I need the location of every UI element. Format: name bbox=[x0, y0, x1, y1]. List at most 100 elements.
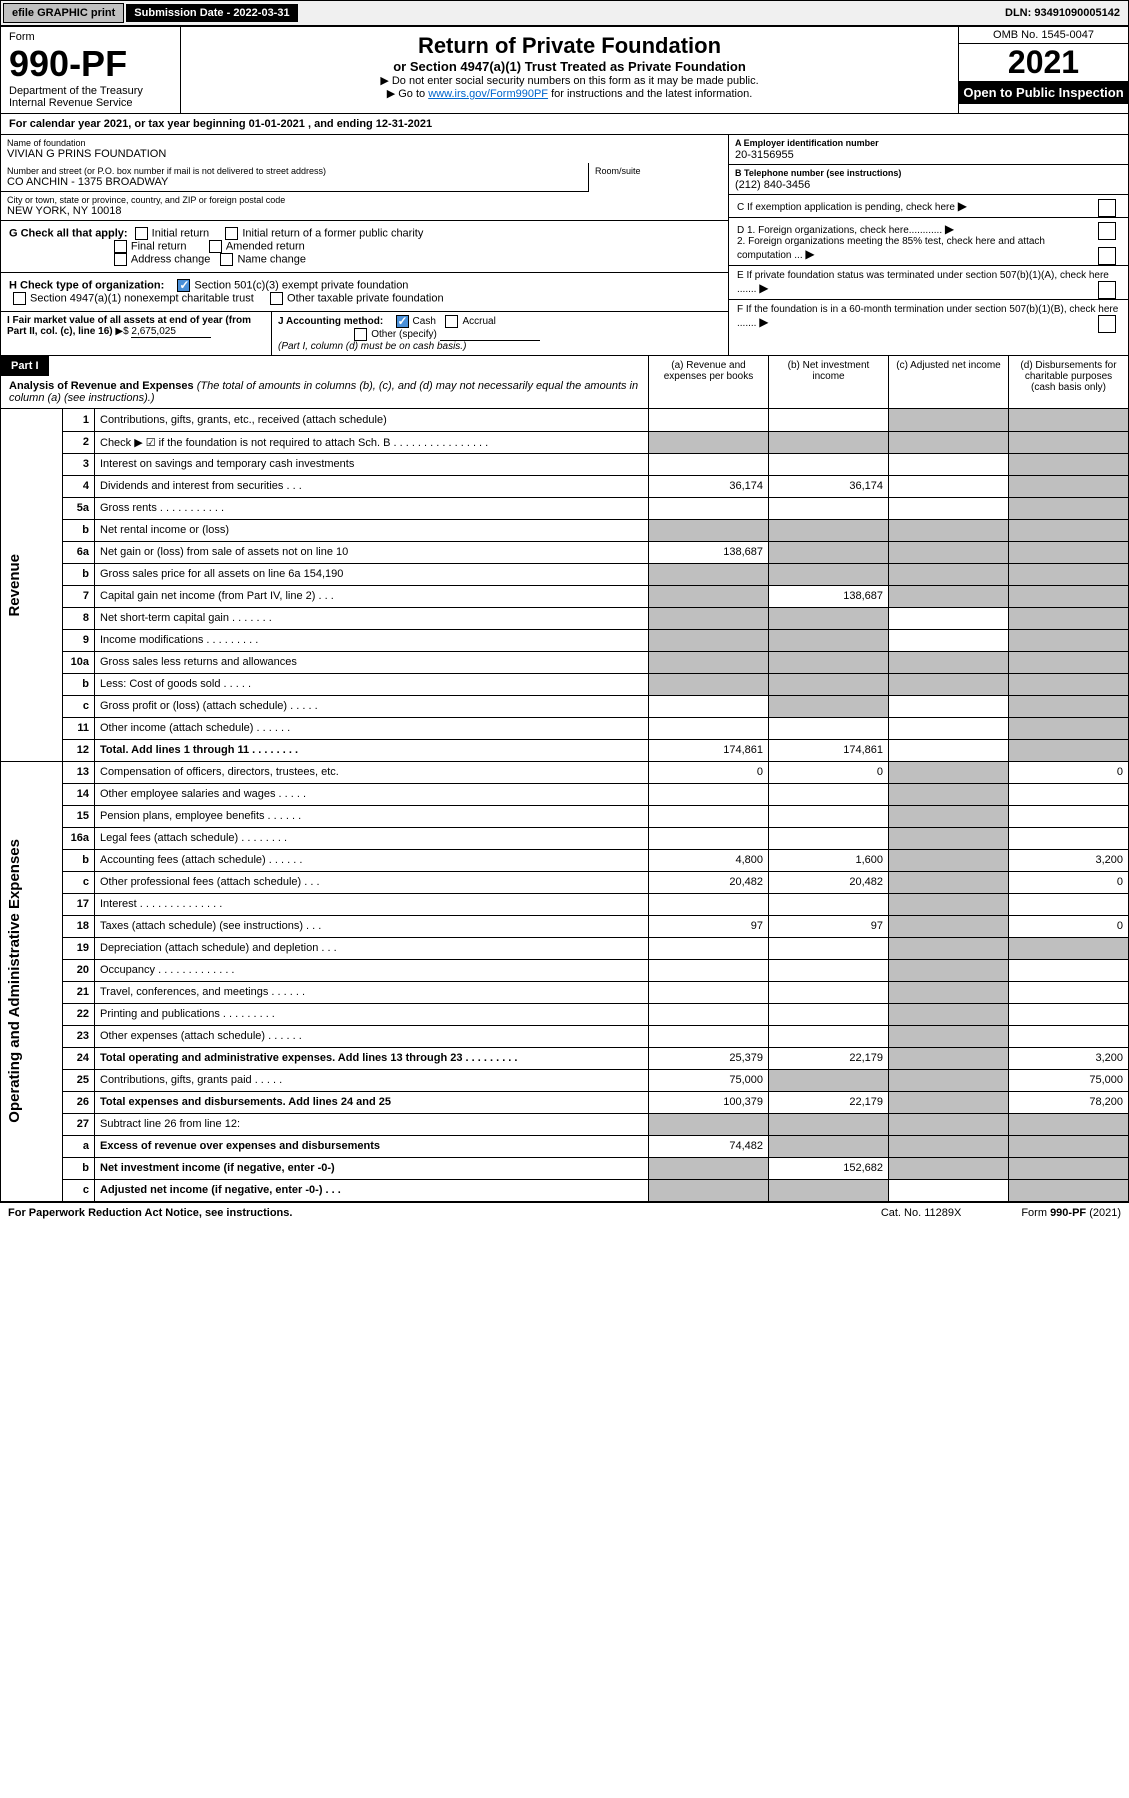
line-value: 22,179 bbox=[769, 1091, 889, 1113]
line-description: Pension plans, employee benefits . . . .… bbox=[95, 805, 649, 827]
line-value bbox=[889, 563, 1009, 585]
e-checkbox[interactable] bbox=[1098, 281, 1116, 299]
line-value bbox=[649, 431, 769, 453]
line-value bbox=[769, 981, 889, 1003]
line-description: Contributions, gifts, grants paid . . . … bbox=[95, 1069, 649, 1091]
revenue-side-label: Revenue bbox=[1, 409, 63, 761]
initial-former-checkbox[interactable] bbox=[225, 227, 238, 240]
c-checkbox[interactable] bbox=[1098, 199, 1116, 217]
room-label: Room/suite bbox=[595, 166, 722, 176]
line-value bbox=[769, 695, 889, 717]
4947a1-checkbox[interactable] bbox=[13, 292, 26, 305]
table-row: aExcess of revenue over expenses and dis… bbox=[1, 1135, 1129, 1157]
line-number: c bbox=[63, 871, 95, 893]
line-value bbox=[1009, 1113, 1129, 1135]
j-note: (Part I, column (d) must be on cash basi… bbox=[278, 341, 466, 352]
line-description: Subtract line 26 from line 12: bbox=[95, 1113, 649, 1135]
line-value bbox=[1009, 497, 1129, 519]
accrual-checkbox[interactable] bbox=[445, 315, 458, 328]
part1-table: Revenue1Contributions, gifts, grants, et… bbox=[0, 409, 1129, 1202]
line-description: Gross profit or (loss) (attach schedule)… bbox=[95, 695, 649, 717]
name-change-checkbox[interactable] bbox=[220, 253, 233, 266]
final-return-checkbox[interactable] bbox=[114, 240, 127, 253]
catalog-number: Cat. No. 11289X bbox=[881, 1207, 962, 1219]
line-value bbox=[769, 1179, 889, 1201]
line-value bbox=[1009, 893, 1129, 915]
f-checkbox[interactable] bbox=[1098, 315, 1116, 333]
table-row: bNet investment income (if negative, ent… bbox=[1, 1157, 1129, 1179]
line-value bbox=[769, 1025, 889, 1047]
line-value bbox=[649, 783, 769, 805]
table-row: cGross profit or (loss) (attach schedule… bbox=[1, 695, 1129, 717]
line-value bbox=[769, 409, 889, 431]
line-value bbox=[649, 1025, 769, 1047]
line-description: Other professional fees (attach schedule… bbox=[95, 871, 649, 893]
line-value bbox=[649, 453, 769, 475]
table-row: bAccounting fees (attach schedule) . . .… bbox=[1, 849, 1129, 871]
d2-label: 2. Foreign organizations meeting the 85%… bbox=[737, 236, 1045, 261]
line-number: 22 bbox=[63, 1003, 95, 1025]
line-value bbox=[889, 475, 1009, 497]
line-description: Total expenses and disbursements. Add li… bbox=[95, 1091, 649, 1113]
table-row: cOther professional fees (attach schedul… bbox=[1, 871, 1129, 893]
inst2-prefix: ▶ Go to bbox=[387, 88, 428, 100]
initial-return-checkbox[interactable] bbox=[135, 227, 148, 240]
table-row: Operating and Administrative Expenses13C… bbox=[1, 761, 1129, 783]
line-value bbox=[889, 1179, 1009, 1201]
line-value bbox=[1009, 629, 1129, 651]
501c3-checkbox[interactable] bbox=[177, 279, 190, 292]
table-row: 7Capital gain net income (from Part IV, … bbox=[1, 585, 1129, 607]
table-row: 10aGross sales less returns and allowanc… bbox=[1, 651, 1129, 673]
line-value bbox=[889, 805, 1009, 827]
table-row: 11Other income (attach schedule) . . . .… bbox=[1, 717, 1129, 739]
line-description: Depreciation (attach schedule) and deple… bbox=[95, 937, 649, 959]
line-value bbox=[649, 519, 769, 541]
omb-number: OMB No. 1545-0047 bbox=[959, 27, 1128, 44]
submission-date-label: Submission Date - 2022-03-31 bbox=[126, 4, 297, 22]
line-value bbox=[769, 1069, 889, 1091]
line-number: 16a bbox=[63, 827, 95, 849]
address-change-checkbox[interactable] bbox=[114, 253, 127, 266]
table-row: 20Occupancy . . . . . . . . . . . . . bbox=[1, 959, 1129, 981]
d2-checkbox[interactable] bbox=[1098, 247, 1116, 265]
amended-return-checkbox[interactable] bbox=[209, 240, 222, 253]
line-value bbox=[769, 783, 889, 805]
other-method-checkbox[interactable] bbox=[354, 328, 367, 341]
line-value: 36,174 bbox=[769, 475, 889, 497]
table-row: 26Total expenses and disbursements. Add … bbox=[1, 1091, 1129, 1113]
line-value bbox=[769, 431, 889, 453]
line-value bbox=[889, 651, 1009, 673]
line-description: Net investment income (if negative, ente… bbox=[95, 1157, 649, 1179]
table-row: bLess: Cost of goods sold . . . . . bbox=[1, 673, 1129, 695]
line-value bbox=[769, 1003, 889, 1025]
efile-print-button[interactable]: efile GRAPHIC print bbox=[3, 3, 124, 23]
table-row: 23Other expenses (attach schedule) . . .… bbox=[1, 1025, 1129, 1047]
line-number: 20 bbox=[63, 959, 95, 981]
other-taxable-checkbox[interactable] bbox=[270, 292, 283, 305]
table-row: bNet rental income or (loss) bbox=[1, 519, 1129, 541]
j-label: J Accounting method: bbox=[278, 316, 383, 327]
irs-link[interactable]: www.irs.gov/Form990PF bbox=[428, 88, 548, 100]
line-value bbox=[649, 497, 769, 519]
line-value: 3,200 bbox=[1009, 849, 1129, 871]
line-description: Gross sales less returns and allowances bbox=[95, 651, 649, 673]
line-number: a bbox=[63, 1135, 95, 1157]
line-value: 138,687 bbox=[769, 585, 889, 607]
line-value: 25,379 bbox=[649, 1047, 769, 1069]
line-value bbox=[649, 717, 769, 739]
cash-checkbox[interactable] bbox=[396, 315, 409, 328]
dept-label: Department of the Treasury bbox=[9, 85, 172, 97]
line-value bbox=[889, 783, 1009, 805]
d1-checkbox[interactable] bbox=[1098, 222, 1116, 240]
line-value bbox=[889, 1069, 1009, 1091]
line-value bbox=[889, 629, 1009, 651]
line-number: 19 bbox=[63, 937, 95, 959]
table-row: bGross sales price for all assets on lin… bbox=[1, 563, 1129, 585]
line-value bbox=[1009, 717, 1129, 739]
line-number: 27 bbox=[63, 1113, 95, 1135]
line-description: Interest on savings and temporary cash i… bbox=[95, 453, 649, 475]
e-label: E If private foundation status was termi… bbox=[737, 270, 1109, 295]
line-value bbox=[1009, 1179, 1129, 1201]
table-row: 12Total. Add lines 1 through 11 . . . . … bbox=[1, 739, 1129, 761]
line-value bbox=[889, 761, 1009, 783]
